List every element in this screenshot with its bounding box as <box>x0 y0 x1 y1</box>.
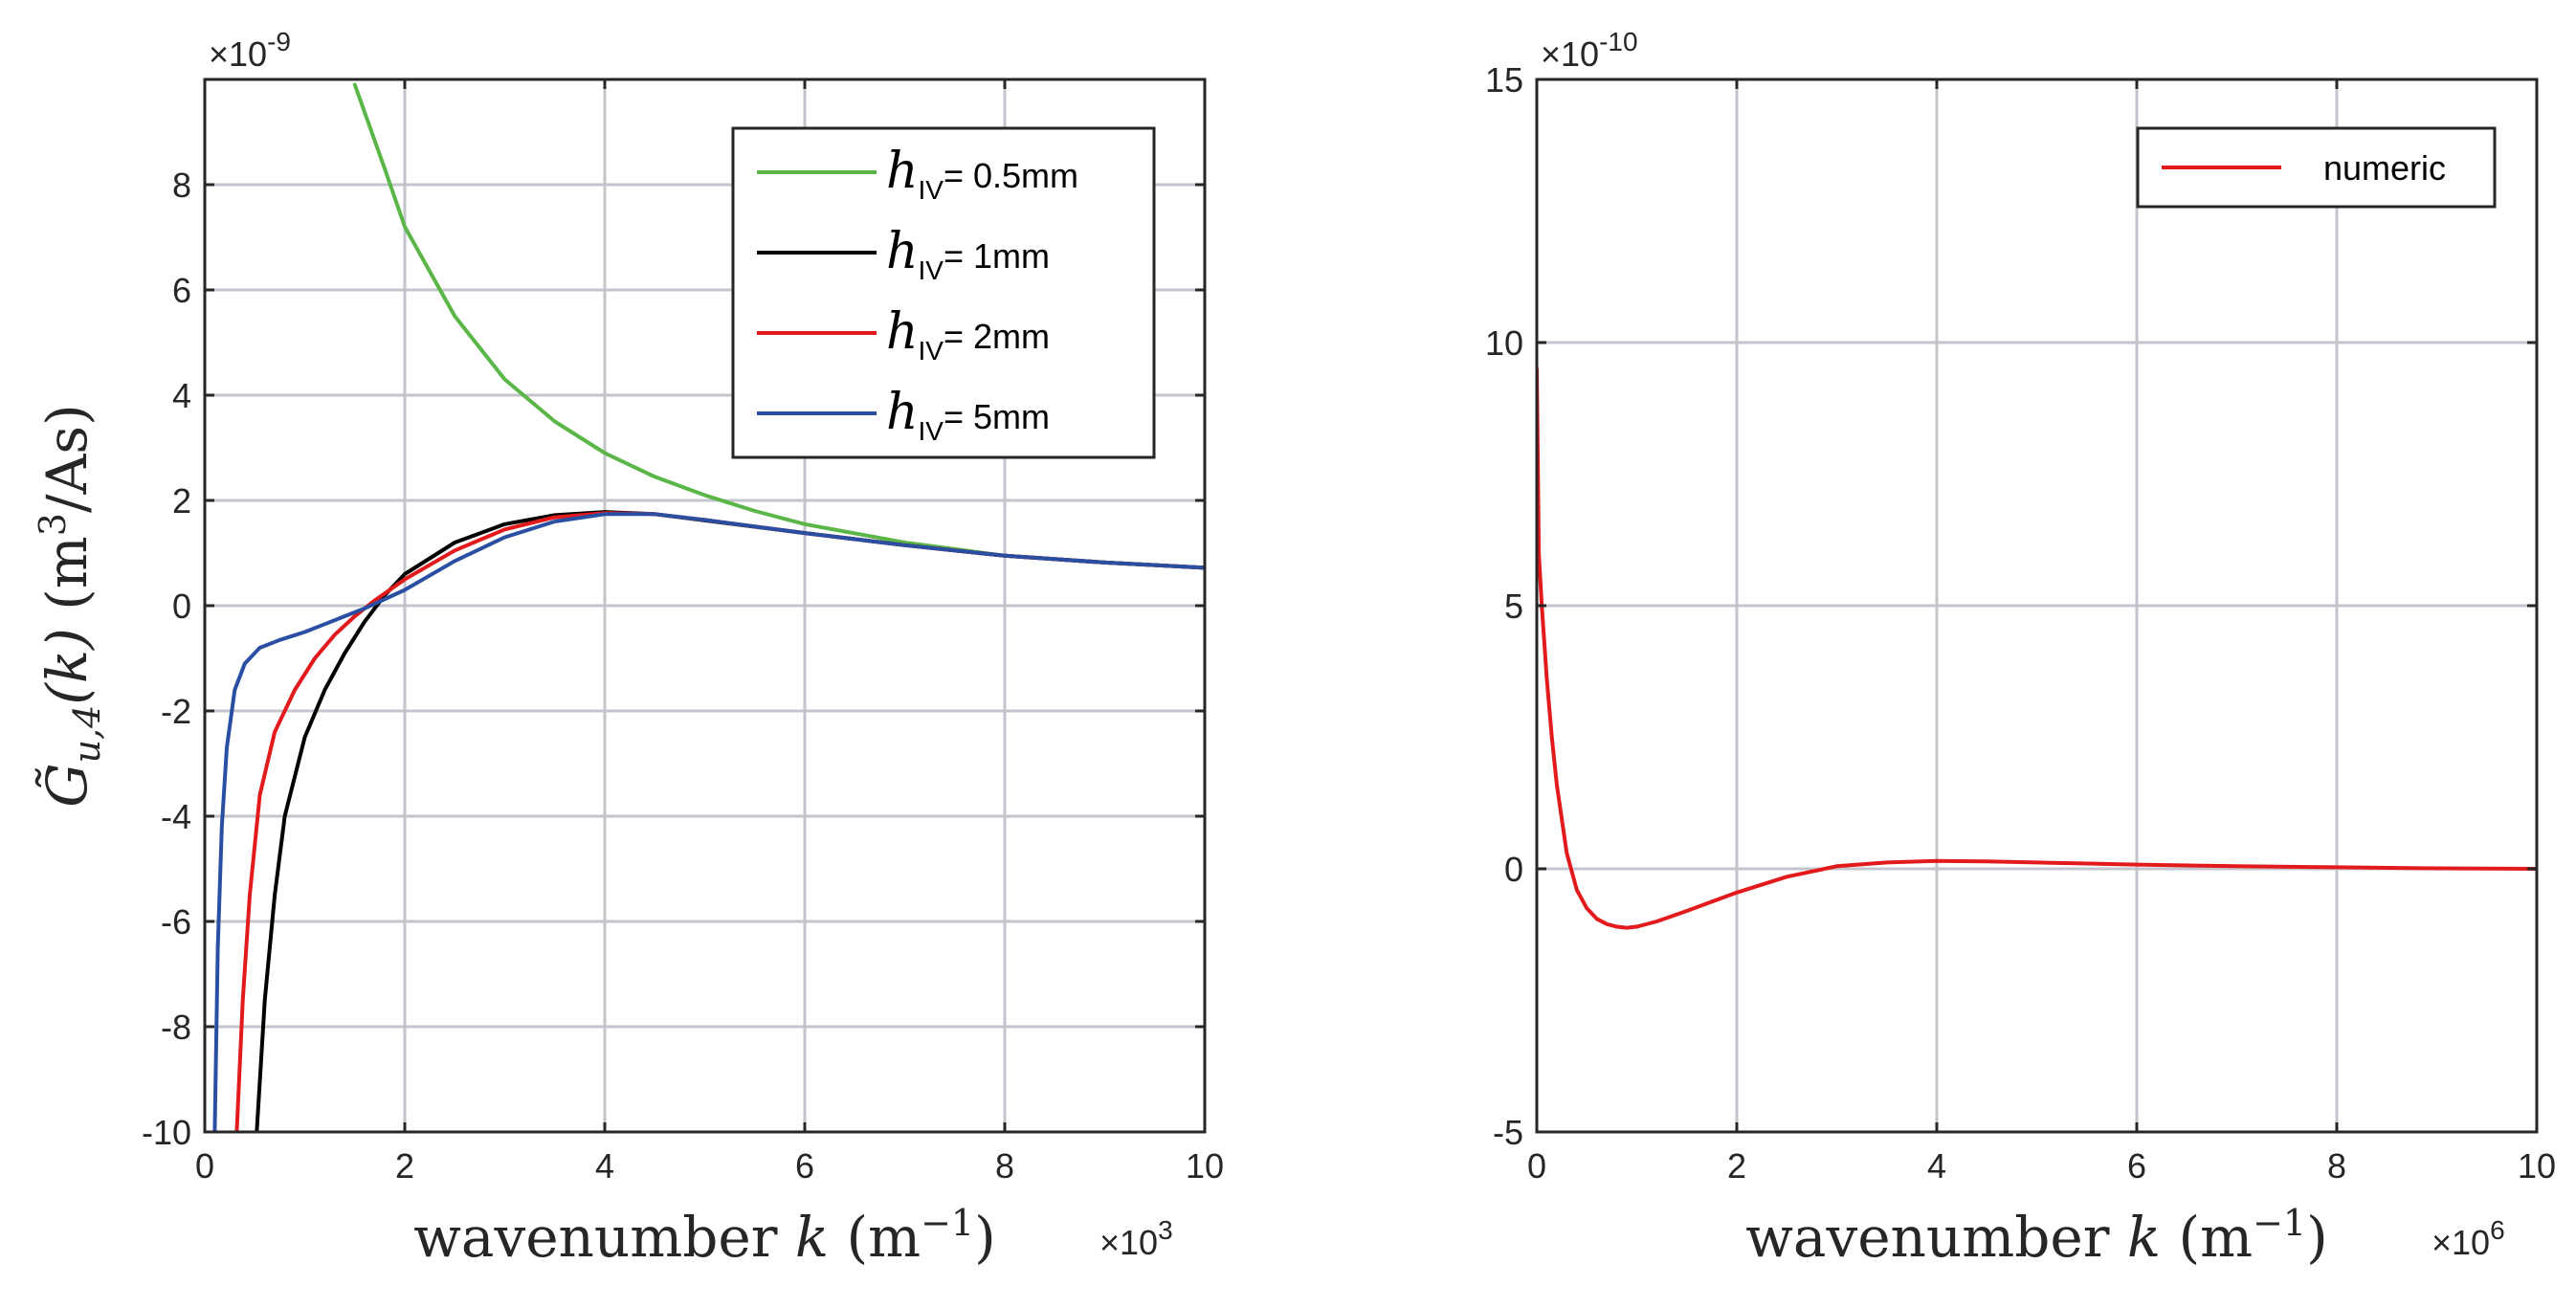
x-tick-label: 2 <box>395 1146 414 1186</box>
x-axis-label-close: ) <box>2306 1205 2328 1270</box>
legend-text: = 1mm <box>944 236 1050 276</box>
x-axis-label-close: ) <box>974 1205 996 1270</box>
x-tick-label: 6 <box>2127 1146 2146 1186</box>
legend: numeric <box>2136 126 2497 209</box>
x-tick-label: 0 <box>195 1146 214 1186</box>
x-axis-label: wavenumber k (m−1) <box>1745 1202 2328 1270</box>
y-tick-label: 6 <box>172 271 191 310</box>
x-axis-label: wavenumber k (m−1) <box>413 1202 996 1270</box>
x-axis-label-units: (m <box>829 1205 921 1270</box>
chart-panel-1: 0 2 4 6 8 10-10-8-6-4-202468×10-9×103wavenumb… <box>32 27 1224 1270</box>
x-multiplier-exp: 6 <box>2490 1215 2505 1245</box>
y-tick-label: -6 <box>161 902 191 942</box>
x-axis-label-var: k <box>795 1205 829 1270</box>
x-axis-label-var: k <box>2127 1205 2161 1270</box>
y-tick-label: 15 <box>1485 60 1523 100</box>
y-tick-label: 0 <box>1504 850 1523 889</box>
x-multiplier-base: ×10 <box>2432 1223 2490 1262</box>
x-multiplier-exp: 3 <box>1158 1215 1173 1245</box>
y-multiplier-base: ×10 <box>209 34 267 74</box>
legend-entry-4: hIV= 5mm <box>886 384 1050 446</box>
legend-symbol: h <box>886 223 919 280</box>
legend-text: = 2mm <box>944 317 1050 356</box>
x-multiplier: ×103 <box>1099 1215 1173 1262</box>
y-axis-label-units: (m <box>34 536 100 628</box>
x-axis-label-prefix: wavenumber <box>1745 1205 2127 1270</box>
legend-symbol: h <box>886 384 919 441</box>
legend-text: = 0.5mm <box>944 156 1078 195</box>
x-tick-label: 4 <box>595 1146 614 1186</box>
x-tick-label: 8 <box>995 1146 1014 1186</box>
x-axis-label-exp: −1 <box>2253 1202 2306 1244</box>
legend-symbol: h <box>886 303 919 361</box>
y-axis-label-var: G̃ <box>33 763 100 807</box>
legend-entry-1: numeric <box>2323 148 2446 188</box>
series-line-4 <box>212 512 1205 1132</box>
y-tick-label: -8 <box>161 1008 191 1047</box>
legend-box <box>731 126 1156 459</box>
y-multiplier-base: ×10 <box>1541 34 1599 74</box>
y-axis-label-arg: (k) <box>34 628 100 704</box>
legend-symbol: h <box>886 143 919 200</box>
y-axis-label-sub: u,4 <box>66 705 108 764</box>
x-tick-label: 4 <box>1927 1146 1946 1186</box>
y-multiplier-exp: -10 <box>1599 27 1637 56</box>
legend-entry-3: hIV= 2mm <box>886 303 1050 366</box>
x-tick-label: 2 <box>1727 1146 1746 1186</box>
y-multiplier-exp: -9 <box>267 27 291 56</box>
series-line-1 <box>1537 366 2537 930</box>
y-tick-label: 8 <box>172 166 191 205</box>
y-multiplier: ×10-9 <box>209 27 291 74</box>
y-multiplier: ×10-10 <box>1541 27 1638 74</box>
x-tick-label: 8 <box>2327 1146 2346 1186</box>
x-axis-label-exp: −1 <box>921 1202 974 1244</box>
x-tick-label: 6 <box>795 1146 814 1186</box>
y-tick-label: -10 <box>142 1113 191 1152</box>
legend-subscript: IV <box>919 336 944 366</box>
x-axis-label-units: (m <box>2161 1205 2253 1270</box>
y-tick-label: 0 <box>172 587 191 626</box>
y-tick-label: 2 <box>172 481 191 521</box>
y-axis-label: G̃u,4(k) (m3/As) <box>32 404 108 808</box>
legend-entry-2: hIV= 1mm <box>886 223 1050 285</box>
x-tick-label: 10 <box>2518 1146 2556 1186</box>
x-multiplier-base: ×10 <box>1099 1223 1158 1262</box>
y-tick-label: -2 <box>161 692 191 731</box>
y-tick-label: 5 <box>1504 587 1523 626</box>
y-axis-label-close: /As) <box>34 404 100 513</box>
y-tick-label: -4 <box>161 797 191 836</box>
y-tick-label: 10 <box>1485 323 1523 363</box>
legend-subscript: IV <box>919 175 944 205</box>
y-tick-label: -5 <box>1493 1113 1523 1152</box>
legend-subscript: IV <box>919 255 944 285</box>
legend-text: = 5mm <box>944 397 1050 436</box>
y-tick-label: 4 <box>172 376 191 415</box>
x-axis-label-prefix: wavenumber <box>413 1205 795 1270</box>
x-tick-label: 0 <box>1527 1146 1546 1186</box>
x-multiplier: ×106 <box>2432 1215 2505 1262</box>
y-axis-label-exp: 3 <box>32 513 74 536</box>
legend-entry-1: hIV= 0.5mm <box>886 143 1078 205</box>
legend-subscript: IV <box>919 416 944 446</box>
x-tick-label: 10 <box>1186 1146 1224 1186</box>
